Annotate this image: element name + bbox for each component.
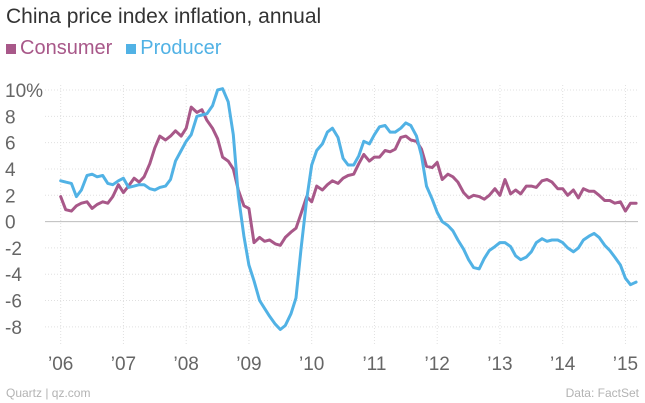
x-tick-label: ’10 (299, 354, 324, 375)
data-source: Data: FactSet (565, 386, 639, 400)
x-tick-label: ’11 (362, 354, 386, 375)
x-tick-label: ’12 (425, 354, 450, 375)
source-credit: Quartz | qz.com (6, 386, 91, 400)
y-tick-label: 0 (5, 213, 16, 234)
y-tick-label: 2 (5, 186, 16, 207)
x-tick-label: ’15 (613, 354, 638, 375)
legend: Consumer Producer (6, 37, 221, 60)
y-tick-label: 8 (5, 107, 16, 128)
y-tick-label: -6 (5, 292, 22, 313)
x-tick-label: ’07 (111, 354, 136, 375)
legend-item-producer: Producer (126, 37, 221, 60)
y-tick-label: 4 (5, 160, 16, 181)
y-tick-label: -8 (5, 318, 22, 339)
y-tick-label: 10% (5, 81, 43, 102)
series-line-producer (59, 87, 638, 331)
series-line-consumer (59, 105, 638, 247)
y-tick-label: 6 (5, 134, 16, 155)
legend-label-producer: Producer (140, 37, 222, 59)
x-tick-label: ’09 (236, 354, 261, 375)
chart-title: China price index inflation, annual (6, 5, 322, 28)
legend-label-consumer: Consumer (20, 37, 113, 59)
x-tick-label: ’13 (487, 354, 512, 375)
x-tick-label: ’06 (48, 354, 73, 375)
legend-swatch-consumer (6, 43, 16, 54)
y-tick-label: -4 (5, 265, 22, 286)
y-tick-label: -2 (5, 239, 22, 260)
x-tick-label: ’08 (174, 354, 199, 375)
legend-item-consumer: Consumer (6, 37, 112, 60)
x-tick-label: ’14 (550, 354, 576, 375)
legend-swatch-producer (126, 43, 137, 54)
